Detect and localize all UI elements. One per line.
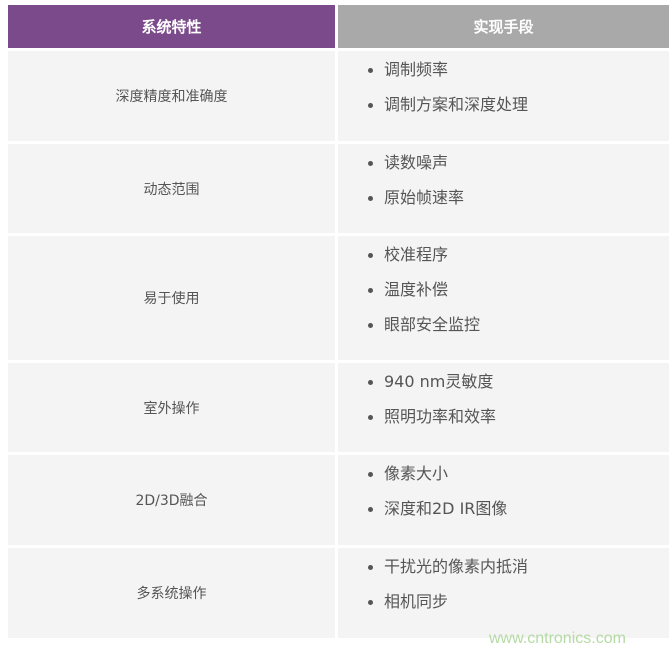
feature-cell: 动态范围 [8, 141, 338, 233]
means-cell: 940 nm灵敏度 照明功率和效率 [338, 360, 669, 452]
table-row: 2D/3D融合 像素大小 深度和2D IR图像 [8, 452, 669, 545]
header-implementation: 实现手段 [338, 5, 669, 48]
watermark: www.cntronics.com [489, 630, 626, 647]
means-cell: 读数噪声 原始帧速率 [338, 141, 669, 233]
list-item: 干扰光的像素内抵消 [368, 556, 669, 591]
table-row: 深度精度和准确度 调制频率 调制方案和深度处理 [8, 48, 669, 141]
means-cell: 像素大小 深度和2D IR图像 [338, 452, 669, 545]
list-item: 温度补偿 [368, 279, 669, 314]
table-row: 室外操作 940 nm灵敏度 照明功率和效率 [8, 360, 669, 452]
list-item: 深度和2D IR图像 [368, 498, 669, 533]
feature-cell: 多系统操作 [8, 545, 338, 638]
means-list: 校准程序 温度补偿 眼部安全监控 [338, 236, 669, 349]
list-item: 眼部安全监控 [368, 314, 669, 349]
means-list: 干扰光的像素内抵消 相机同步 [338, 548, 669, 626]
list-item: 读数噪声 [368, 152, 669, 187]
list-item: 像素大小 [368, 463, 669, 498]
list-item: 相机同步 [368, 591, 669, 626]
means-list: 像素大小 深度和2D IR图像 [338, 455, 669, 533]
feature-cell: 室外操作 [8, 360, 338, 452]
means-cell: 校准程序 温度补偿 眼部安全监控 [338, 233, 669, 360]
means-list: 读数噪声 原始帧速率 [338, 144, 669, 222]
header-system-features: 系统特性 [8, 5, 338, 48]
feature-table: 系统特性 实现手段 深度精度和准确度 调制频率 调制方案和深度处理 动态范围 读数噪声原… [8, 5, 669, 638]
feature-cell: 易于使用 [8, 233, 338, 360]
list-item: 校准程序 [368, 244, 669, 279]
table-row: 多系统操作 干扰光的像素内抵消 相机同步 [8, 545, 669, 638]
means-cell: 调制频率 调制方案和深度处理 [338, 48, 669, 141]
table-row: 动态范围 读数噪声 原始帧速率 [8, 141, 669, 233]
list-item: 调制方案和深度处理 [368, 94, 669, 129]
list-item: 调制频率 [368, 59, 669, 94]
list-item: 原始帧速率 [368, 187, 669, 222]
means-cell: 干扰光的像素内抵消 相机同步 [338, 545, 669, 638]
means-list: 调制频率 调制方案和深度处理 [338, 51, 669, 129]
means-list: 940 nm灵敏度 照明功率和效率 [338, 363, 669, 441]
list-item: 照明功率和效率 [368, 406, 669, 441]
feature-cell: 深度精度和准确度 [8, 48, 338, 141]
table-row: 易于使用 校准程序 温度补偿 眼部安全监控 [8, 233, 669, 360]
list-item: 940 nm灵敏度 [368, 371, 669, 406]
feature-cell: 2D/3D融合 [8, 452, 338, 545]
